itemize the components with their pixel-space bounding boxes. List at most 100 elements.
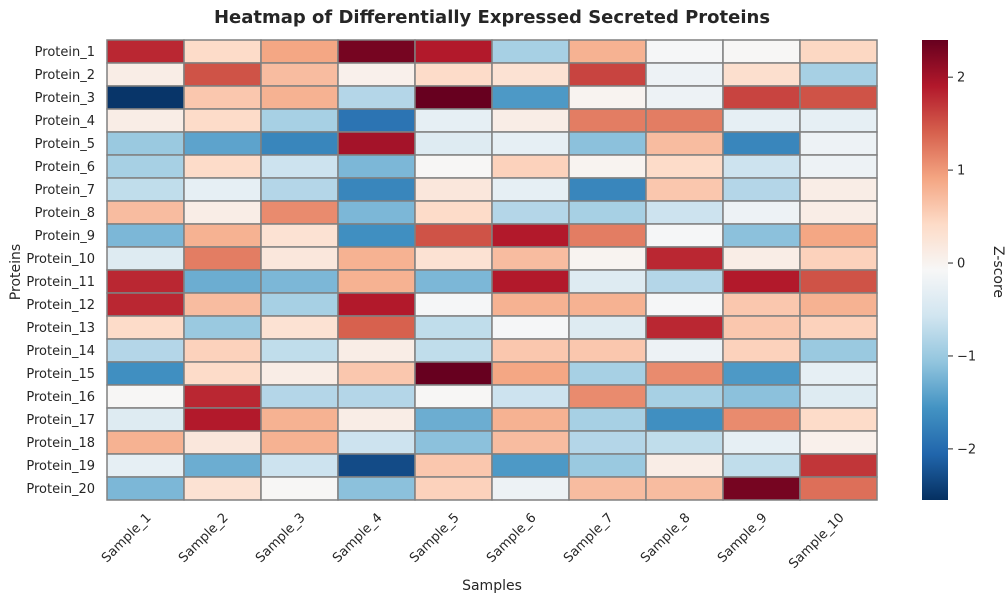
heatmap-cell [337, 453, 416, 478]
heatmap-cell [491, 246, 570, 271]
heatmap-cell [568, 177, 647, 202]
heatmap-cell [106, 453, 185, 478]
heatmap-cells [106, 39, 878, 501]
heatmap-cell [645, 39, 724, 64]
heatmap-cell [260, 338, 339, 363]
y-tick-label: Protein_9 [35, 229, 95, 244]
heatmap-cell [106, 407, 185, 432]
y-tick-label: Protein_12 [26, 298, 95, 313]
heatmap-cell [568, 384, 647, 409]
heatmap-cell [260, 85, 339, 110]
heatmap-cell [722, 338, 801, 363]
heatmap-cell [337, 177, 416, 202]
heatmap-cell [722, 177, 801, 202]
heatmap-cell [260, 453, 339, 478]
heatmap-cell [568, 39, 647, 64]
x-tick-label: Sample_9 [715, 510, 771, 566]
heatmap-cell [568, 131, 647, 156]
heatmap-cell [799, 246, 878, 271]
heatmap-cell [337, 430, 416, 455]
heatmap-cell [722, 108, 801, 133]
heatmap-cell [106, 476, 185, 501]
heatmap-cell [260, 315, 339, 340]
heatmap-cell [645, 269, 724, 294]
heatmap-cell [260, 384, 339, 409]
heatmap-cell [414, 315, 493, 340]
heatmap-cell [491, 177, 570, 202]
heatmap-cell [337, 315, 416, 340]
heatmap-cell [414, 177, 493, 202]
x-tick-label: Sample_7 [561, 510, 617, 566]
colorbar-tick-label: −1 [957, 349, 976, 364]
heatmap-cell [106, 85, 185, 110]
heatmap-cell [260, 131, 339, 156]
heatmap-cell [799, 200, 878, 225]
heatmap-cell [414, 108, 493, 133]
heatmap-cell [414, 430, 493, 455]
x-tick-label: Sample_4 [330, 510, 386, 566]
heatmap-cell [799, 384, 878, 409]
heatmap-cell [722, 223, 801, 248]
heatmap-cell [106, 246, 185, 271]
heatmap-cell [645, 131, 724, 156]
heatmap-cell [414, 338, 493, 363]
heatmap-cell [568, 338, 647, 363]
y-tick-label: Protein_17 [26, 413, 95, 428]
heatmap-cell [260, 246, 339, 271]
heatmap-cell [799, 108, 878, 133]
y-tick-label: Protein_2 [35, 68, 95, 83]
heatmap-cell [106, 292, 185, 317]
heatmap-cell [491, 223, 570, 248]
heatmap-cell [106, 269, 185, 294]
heatmap-cell [337, 62, 416, 87]
heatmap-cell [491, 384, 570, 409]
heatmap-cell [568, 154, 647, 179]
heatmap-cell [799, 85, 878, 110]
heatmap-cell [722, 269, 801, 294]
x-tick-label: Sample_3 [253, 510, 309, 566]
y-tick-label: Protein_13 [26, 321, 95, 336]
heatmap-cell [260, 62, 339, 87]
heatmap-cell [414, 269, 493, 294]
heatmap-cell [491, 131, 570, 156]
heatmap-cell [183, 200, 262, 225]
heatmap-cell [722, 407, 801, 432]
heatmap-cell [645, 292, 724, 317]
heatmap-cell [491, 453, 570, 478]
heatmap-cell [260, 361, 339, 386]
heatmap-cell [491, 269, 570, 294]
heatmap-cell [183, 476, 262, 501]
y-tick-label: Protein_18 [26, 436, 95, 451]
heatmap-cell [260, 407, 339, 432]
heatmap-cell [337, 269, 416, 294]
heatmap-cell [337, 246, 416, 271]
heatmap-cell [722, 315, 801, 340]
heatmap-cell [183, 246, 262, 271]
y-axis-label: Proteins [8, 244, 24, 300]
heatmap-cell [799, 62, 878, 87]
y-tick-label: Protein_19 [26, 459, 95, 474]
heatmap-cell [183, 292, 262, 317]
heatmap-cell [414, 85, 493, 110]
heatmap-cell [568, 200, 647, 225]
heatmap-cell [491, 361, 570, 386]
heatmap-cell [645, 384, 724, 409]
heatmap-cell [799, 338, 878, 363]
heatmap-cell [645, 338, 724, 363]
heatmap-cell [645, 430, 724, 455]
heatmap-cell [414, 131, 493, 156]
heatmap-cell [183, 154, 262, 179]
heatmap-cell [645, 315, 724, 340]
heatmap-cell [645, 453, 724, 478]
heatmap-cell [491, 62, 570, 87]
y-tick-label: Protein_4 [35, 114, 95, 129]
y-tick-labels: Protein_1 Protein_2 Protein_3 Protein_4 Prot… [26, 45, 95, 497]
x-tick-labels: Sample_1 Sample_2 Sample_3 Sample_4 Sample_5… [99, 510, 848, 571]
y-tick-label: Protein_7 [35, 183, 95, 198]
heatmap-cell [260, 154, 339, 179]
heatmap-cell [645, 361, 724, 386]
heatmap-cell [414, 154, 493, 179]
heatmap-cell [722, 292, 801, 317]
heatmap-cell [568, 246, 647, 271]
heatmap-cell [491, 200, 570, 225]
